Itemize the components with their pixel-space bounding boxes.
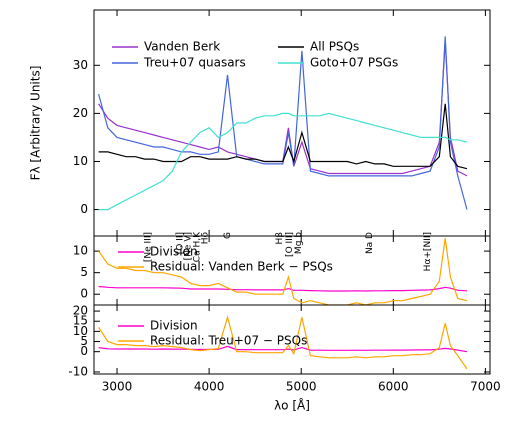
line-annotation: [Ne III] [143,232,153,262]
line-annotation: Na D [365,232,375,254]
series-line [98,112,468,211]
y-tick-label: 20 [73,106,88,120]
legend-label: Residual: Vanden Berk − PSQs [150,260,333,274]
line-annotation: [O III] [285,232,295,257]
y-tick-label: 5 [80,334,88,348]
y-tick-label: 10 [73,244,88,258]
series-line [98,314,468,370]
legend-label: All PSQs [310,40,359,54]
line-annotation: Hδ [200,232,210,245]
y-tick-label: 0 [80,287,88,301]
series-line [98,238,468,305]
y-tick-label: 10 [73,324,88,338]
plot-area [98,238,468,305]
legend-label: Division [150,319,198,333]
line-annotation: [O II] [175,232,185,254]
series-line [98,36,468,210]
series-line [98,285,468,292]
plot-frame [93,304,491,375]
y-tick-label: 15 [73,314,88,328]
x-tick-label: 7000 [470,380,501,394]
plot-area [98,36,468,211]
y-tick-label: 30 [73,58,88,72]
legend-label: Goto+07 PSGs [310,56,398,70]
y-tick-label: 5 [80,265,88,279]
x-axis-label: λo [Å] [274,398,310,413]
line-annotation: Hβ [275,232,285,245]
legend-label: Treu+07 quasars [143,56,246,70]
y-tick-label: 0 [80,344,88,358]
line-annotation: Mg b [294,232,304,254]
series-line [98,345,468,353]
line-annotation: [Ne V] [183,232,193,260]
plot-area [98,314,468,370]
x-tick-label: 3000 [102,380,133,394]
y-tick-label: -10 [68,364,88,378]
series-line [98,103,468,170]
line-annotation: G [223,232,233,239]
x-tick-label: 6000 [378,380,409,394]
legend-label: Division [150,245,198,259]
x-tick-label: 4000 [194,380,225,394]
y-axis-label: Fλ [Arbitrary Units] [29,66,43,181]
series-line [98,41,468,177]
x-tick-label: 5000 [286,380,317,394]
y-tick-label: 20 [73,304,88,318]
line-annotation: Hα+[NII] [423,232,433,271]
legend-label: Vanden Berk [144,40,220,54]
line-annotation: Ca H,K [192,231,202,262]
y-tick-label: 0 [80,202,88,216]
legend-label: Residual: Treu+07 − PSQs [150,334,307,348]
y-tick-label: 10 [73,154,88,168]
